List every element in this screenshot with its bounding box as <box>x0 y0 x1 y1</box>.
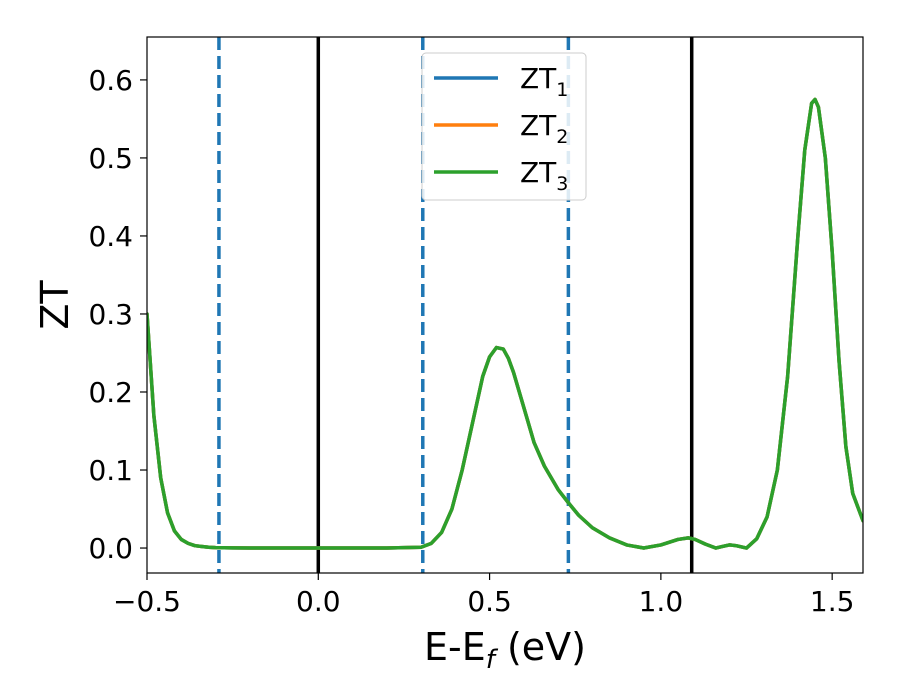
x-axis-label: E-Ef (eV) <box>424 625 586 675</box>
legend-label-1: ZT1 <box>520 62 568 101</box>
legend-label-3: ZT3 <box>520 156 568 195</box>
y-tick-label: 0.4 <box>88 220 133 253</box>
x-tick-label: 1.5 <box>810 585 855 618</box>
y-tick-label: 0.6 <box>88 64 133 97</box>
legend-label-2: ZT2 <box>520 109 568 148</box>
plot-frame <box>146 36 864 574</box>
y-tick-label: 0.1 <box>88 454 133 487</box>
series-lines <box>147 97 863 550</box>
x-tick-label: 0.5 <box>467 585 512 618</box>
legend-box <box>421 52 587 201</box>
y-axis-ticks: 0.0 0.1 0.2 0.3 0.4 0.5 0.6 <box>88 64 147 565</box>
x-tick-label: 1.0 <box>639 585 684 618</box>
x-tick-label: 0.0 <box>296 585 341 618</box>
vertical-reference-lines <box>217 37 694 573</box>
y-tick-label: 0.0 <box>88 532 133 565</box>
legend: ZT1 ZT2 ZT3 <box>421 52 587 201</box>
y-axis-label: ZT <box>33 280 77 330</box>
series-line-3 <box>147 97 863 550</box>
x-axis-ticks: −0.5 0.0 0.5 1.0 1.5 <box>113 573 854 618</box>
y-tick-label: 0.2 <box>88 376 133 409</box>
y-tick-label: 0.5 <box>88 142 133 175</box>
x-tick-label: −0.5 <box>113 585 181 618</box>
y-tick-label: 0.3 <box>88 298 133 331</box>
